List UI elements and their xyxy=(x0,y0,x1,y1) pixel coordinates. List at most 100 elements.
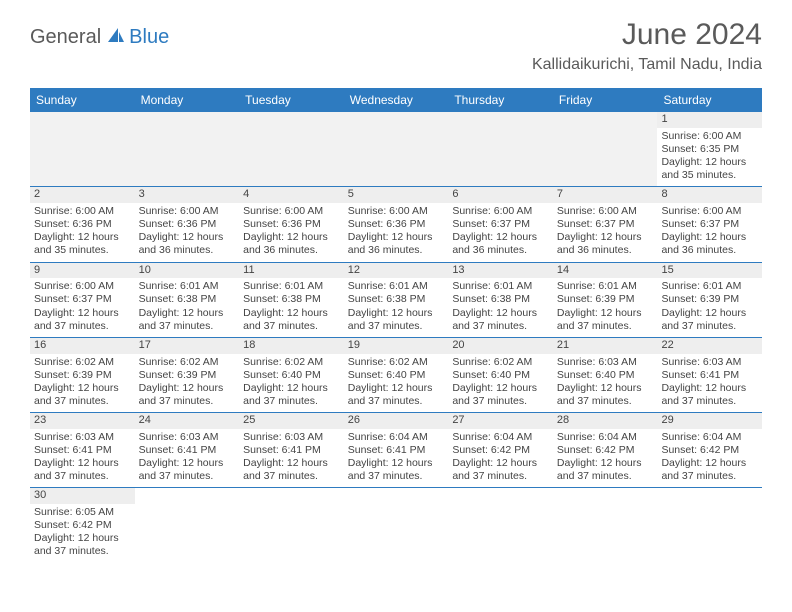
day-number: 17 xyxy=(135,338,240,354)
day-number: 3 xyxy=(135,187,240,203)
cell-daylight1: Daylight: 12 hours xyxy=(139,231,236,244)
cell-sunset: Sunset: 6:39 PM xyxy=(139,369,236,382)
cell-sunset: Sunset: 6:42 PM xyxy=(452,444,549,457)
day-number: 29 xyxy=(657,413,762,429)
day-header-row: Sunday Monday Tuesday Wednesday Thursday… xyxy=(30,88,762,112)
calendar-cell: 20Sunrise: 6:02 AMSunset: 6:40 PMDayligh… xyxy=(448,338,553,412)
cell-sunrise: Sunrise: 6:05 AM xyxy=(34,506,131,519)
week-row: 30Sunrise: 6:05 AMSunset: 6:42 PMDayligh… xyxy=(30,488,762,562)
cell-daylight2: and 37 minutes. xyxy=(557,395,654,408)
cell-sunset: Sunset: 6:41 PM xyxy=(139,444,236,457)
calendar-cell: 13Sunrise: 6:01 AMSunset: 6:38 PMDayligh… xyxy=(448,263,553,337)
day-number: 25 xyxy=(239,413,344,429)
cell-daylight1: Daylight: 12 hours xyxy=(34,457,131,470)
cell-daylight1: Daylight: 12 hours xyxy=(661,307,758,320)
cell-sunrise: Sunrise: 6:00 AM xyxy=(34,280,131,293)
calendar-cell-empty xyxy=(448,488,553,562)
calendar-cell: 28Sunrise: 6:04 AMSunset: 6:42 PMDayligh… xyxy=(553,413,658,487)
calendar-cell-empty xyxy=(135,488,240,562)
cell-daylight2: and 36 minutes. xyxy=(243,244,340,257)
cell-daylight2: and 37 minutes. xyxy=(139,470,236,483)
cell-daylight2: and 37 minutes. xyxy=(139,395,236,408)
calendar-cell: 8Sunrise: 6:00 AMSunset: 6:37 PMDaylight… xyxy=(657,187,762,261)
cell-daylight2: and 37 minutes. xyxy=(34,545,131,558)
day-header-wed: Wednesday xyxy=(344,88,449,112)
calendar-cell: 2Sunrise: 6:00 AMSunset: 6:36 PMDaylight… xyxy=(30,187,135,261)
cell-daylight2: and 37 minutes. xyxy=(34,320,131,333)
day-number: 2 xyxy=(30,187,135,203)
header: General Blue June 2024 Kallidaikurichi, … xyxy=(0,0,792,82)
title-block: June 2024 Kallidaikurichi, Tamil Nadu, I… xyxy=(532,18,762,74)
calendar-cell-empty xyxy=(135,112,240,186)
day-number: 5 xyxy=(344,187,449,203)
day-number: 1 xyxy=(657,112,762,128)
calendar-cell: 5Sunrise: 6:00 AMSunset: 6:36 PMDaylight… xyxy=(344,187,449,261)
cell-daylight2: and 37 minutes. xyxy=(661,395,758,408)
cell-daylight1: Daylight: 12 hours xyxy=(348,382,445,395)
cell-daylight2: and 37 minutes. xyxy=(243,320,340,333)
cell-daylight1: Daylight: 12 hours xyxy=(243,382,340,395)
calendar-cell: 15Sunrise: 6:01 AMSunset: 6:39 PMDayligh… xyxy=(657,263,762,337)
day-number: 4 xyxy=(239,187,344,203)
calendar-cell: 21Sunrise: 6:03 AMSunset: 6:40 PMDayligh… xyxy=(553,338,658,412)
cell-sunrise: Sunrise: 6:03 AM xyxy=(661,356,758,369)
calendar-cell: 18Sunrise: 6:02 AMSunset: 6:40 PMDayligh… xyxy=(239,338,344,412)
logo: General Blue xyxy=(30,26,169,49)
cell-sunset: Sunset: 6:37 PM xyxy=(661,218,758,231)
day-number: 11 xyxy=(239,263,344,279)
calendar-cell-empty xyxy=(553,488,658,562)
cell-sunrise: Sunrise: 6:01 AM xyxy=(243,280,340,293)
week-row: 16Sunrise: 6:02 AMSunset: 6:39 PMDayligh… xyxy=(30,338,762,413)
cell-sunset: Sunset: 6:38 PM xyxy=(139,293,236,306)
cell-daylight1: Daylight: 12 hours xyxy=(34,382,131,395)
day-header-thu: Thursday xyxy=(448,88,553,112)
cell-sunrise: Sunrise: 6:01 AM xyxy=(661,280,758,293)
cell-sunrise: Sunrise: 6:02 AM xyxy=(348,356,445,369)
calendar-cell: 16Sunrise: 6:02 AMSunset: 6:39 PMDayligh… xyxy=(30,338,135,412)
logo-sail-icon xyxy=(106,26,126,49)
day-number: 9 xyxy=(30,263,135,279)
cell-daylight2: and 37 minutes. xyxy=(139,320,236,333)
cell-sunrise: Sunrise: 6:03 AM xyxy=(139,431,236,444)
cell-sunset: Sunset: 6:36 PM xyxy=(34,218,131,231)
cell-daylight1: Daylight: 12 hours xyxy=(34,307,131,320)
week-row: 9Sunrise: 6:00 AMSunset: 6:37 PMDaylight… xyxy=(30,263,762,338)
day-header-sun: Sunday xyxy=(30,88,135,112)
day-number: 13 xyxy=(448,263,553,279)
cell-daylight2: and 36 minutes. xyxy=(557,244,654,257)
calendar-cell: 22Sunrise: 6:03 AMSunset: 6:41 PMDayligh… xyxy=(657,338,762,412)
calendar-cell: 3Sunrise: 6:00 AMSunset: 6:36 PMDaylight… xyxy=(135,187,240,261)
logo-text-blue: Blue xyxy=(129,26,169,49)
cell-sunset: Sunset: 6:40 PM xyxy=(557,369,654,382)
cell-daylight2: and 37 minutes. xyxy=(34,395,131,408)
cell-daylight1: Daylight: 12 hours xyxy=(243,231,340,244)
day-number: 6 xyxy=(448,187,553,203)
cell-sunrise: Sunrise: 6:00 AM xyxy=(661,130,758,143)
cell-sunrise: Sunrise: 6:00 AM xyxy=(557,205,654,218)
cell-daylight1: Daylight: 12 hours xyxy=(348,457,445,470)
cell-sunset: Sunset: 6:38 PM xyxy=(243,293,340,306)
cell-sunset: Sunset: 6:36 PM xyxy=(243,218,340,231)
cell-daylight2: and 37 minutes. xyxy=(661,320,758,333)
cell-sunset: Sunset: 6:36 PM xyxy=(139,218,236,231)
cell-sunrise: Sunrise: 6:01 AM xyxy=(348,280,445,293)
calendar-cell: 10Sunrise: 6:01 AMSunset: 6:38 PMDayligh… xyxy=(135,263,240,337)
cell-daylight2: and 37 minutes. xyxy=(452,470,549,483)
calendar-cell-empty xyxy=(344,488,449,562)
cell-sunrise: Sunrise: 6:04 AM xyxy=(557,431,654,444)
cell-sunset: Sunset: 6:42 PM xyxy=(557,444,654,457)
week-row: 23Sunrise: 6:03 AMSunset: 6:41 PMDayligh… xyxy=(30,413,762,488)
cell-daylight1: Daylight: 12 hours xyxy=(243,457,340,470)
calendar-cell: 25Sunrise: 6:03 AMSunset: 6:41 PMDayligh… xyxy=(239,413,344,487)
calendar-cell-empty xyxy=(657,488,762,562)
cell-daylight2: and 36 minutes. xyxy=(139,244,236,257)
cell-sunset: Sunset: 6:37 PM xyxy=(557,218,654,231)
cell-daylight2: and 37 minutes. xyxy=(452,395,549,408)
calendar-cell: 19Sunrise: 6:02 AMSunset: 6:40 PMDayligh… xyxy=(344,338,449,412)
cell-daylight2: and 36 minutes. xyxy=(452,244,549,257)
cell-daylight1: Daylight: 12 hours xyxy=(139,457,236,470)
location-text: Kallidaikurichi, Tamil Nadu, India xyxy=(532,56,762,74)
cell-sunrise: Sunrise: 6:01 AM xyxy=(139,280,236,293)
cell-daylight1: Daylight: 12 hours xyxy=(452,457,549,470)
cell-sunset: Sunset: 6:38 PM xyxy=(348,293,445,306)
